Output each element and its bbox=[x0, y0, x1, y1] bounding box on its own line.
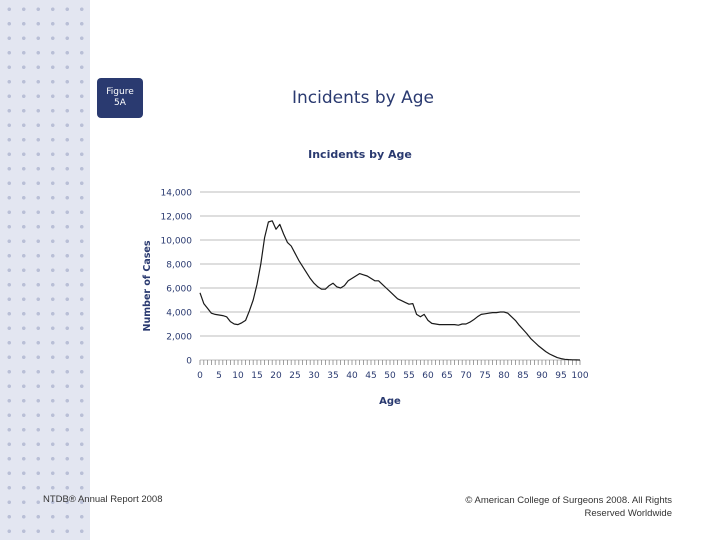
x-tick-label: 95 bbox=[555, 371, 566, 381]
y-axis-title: Number of Cases bbox=[142, 240, 153, 331]
y-tick-label: 0 bbox=[186, 357, 192, 367]
x-tick-label: 85 bbox=[517, 371, 528, 381]
chart: Incidents by Age 0 2,000 4,000 6,000 8,000 10,… bbox=[130, 140, 600, 410]
x-axis-title: Age bbox=[379, 396, 401, 407]
x-tick-label: 40 bbox=[346, 371, 358, 381]
y-tick-label: 8,000 bbox=[166, 261, 192, 271]
x-tick-label: 70 bbox=[460, 371, 472, 381]
x-tick-label: 65 bbox=[441, 371, 452, 381]
dotted-sidebar bbox=[0, 0, 90, 540]
x-tick-label: 50 bbox=[384, 371, 396, 381]
x-tick-label: 45 bbox=[365, 371, 376, 381]
x-tick-label: 20 bbox=[270, 371, 282, 381]
figure-badge-line1: Figure bbox=[106, 87, 134, 97]
y-tick-label: 10,000 bbox=[161, 237, 193, 247]
series-line-incidents bbox=[199, 220, 581, 361]
x-tick-label: 5 bbox=[216, 371, 222, 381]
x-tick-label: 100 bbox=[571, 371, 588, 381]
footer-copyright: © American College of Surgeons 2008. All… bbox=[465, 495, 672, 519]
x-tick-label: 60 bbox=[422, 371, 434, 381]
x-tick-label: 35 bbox=[327, 371, 338, 381]
x-tick-label: 55 bbox=[403, 371, 414, 381]
x-tick-label: 15 bbox=[251, 371, 262, 381]
x-tick-label: 30 bbox=[308, 371, 320, 381]
x-tick-label: 80 bbox=[498, 371, 510, 381]
chart-svg: Incidents by Age 0 2,000 4,000 6,000 8,000 10,… bbox=[142, 148, 589, 407]
x-tick-label: 0 bbox=[197, 371, 203, 381]
footer-report: NTDB® Annual Report 2008 bbox=[43, 494, 163, 505]
y-tick-label: 4,000 bbox=[166, 309, 192, 319]
x-tick-label: 75 bbox=[479, 371, 490, 381]
y-tick-label: 6,000 bbox=[166, 285, 192, 295]
figure-badge: Figure 5A bbox=[97, 78, 143, 118]
figure-badge-line2: 5A bbox=[114, 98, 126, 108]
x-tick-label: 10 bbox=[232, 371, 244, 381]
slide-title: Incidents by Age bbox=[292, 88, 434, 108]
y-tick-label: 14,000 bbox=[161, 189, 193, 199]
x-tick-label: 90 bbox=[536, 371, 548, 381]
y-tick-label: 12,000 bbox=[161, 213, 193, 223]
chart-title: Incidents by Age bbox=[308, 148, 412, 161]
y-tick-label: 2,000 bbox=[166, 333, 192, 343]
x-tick-label: 25 bbox=[289, 371, 300, 381]
